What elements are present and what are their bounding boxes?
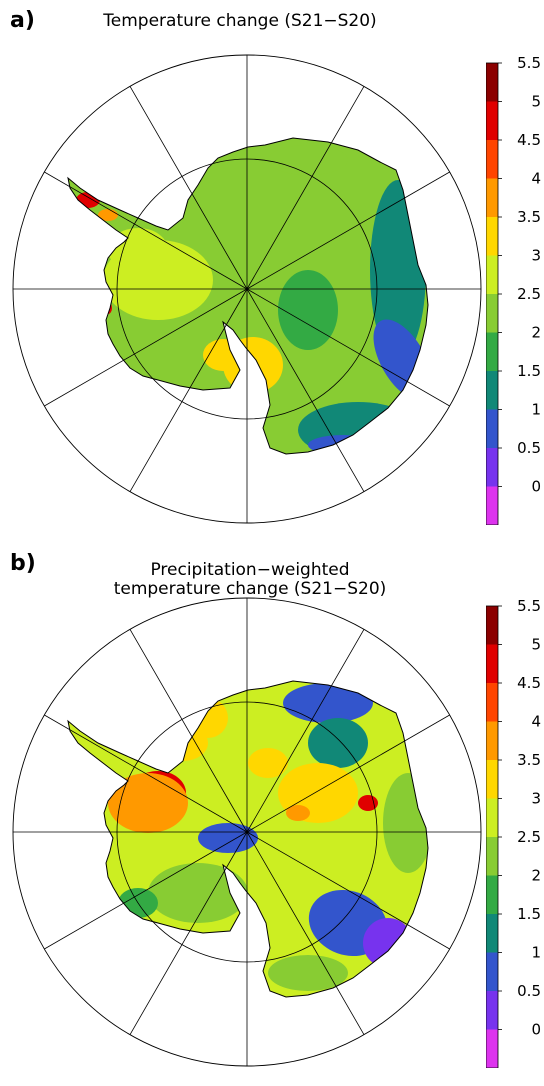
colorbar-tick-label: 4.5	[517, 131, 541, 149]
panel-b: b) Precipitation−weighted temperature ch…	[0, 543, 544, 1083]
field-region	[148, 863, 248, 923]
colorbar-tick-label: 5	[531, 93, 541, 111]
meridian-line	[129, 831, 248, 1035]
field-region	[283, 683, 373, 723]
coastline	[67, 680, 429, 998]
colorbar-tick-label: 3	[531, 790, 541, 808]
colorbar-swatch	[486, 798, 498, 837]
antarctica-map	[12, 54, 482, 524]
colorbar: 5.5 5 4.5 4 3.5 3 2.5 2 1.5 1 0.5 0	[486, 598, 541, 1068]
meridian-line	[44, 831, 248, 950]
colorbar-tick-label: 3.5	[517, 751, 541, 769]
antarctica-map	[12, 597, 482, 1067]
colorbar-swatch	[486, 837, 498, 876]
meridian-line	[246, 288, 365, 492]
colorbar-tick-label: 3	[531, 247, 541, 265]
field-region	[383, 773, 428, 873]
field-region	[286, 805, 310, 821]
temperature-field	[108, 683, 428, 991]
colorbar-swatch	[486, 721, 498, 760]
colorbar-tick-label: 1.5	[517, 905, 541, 923]
colorbar-swatch	[486, 63, 498, 102]
colorbar-tick-label: 0	[531, 1021, 541, 1039]
colorbar-swatch	[486, 1029, 498, 1068]
meridian-line	[129, 86, 248, 290]
colorbar-swatch	[486, 332, 498, 371]
colorbar-swatch	[486, 409, 498, 448]
meridian-line	[246, 831, 365, 1035]
colorbar-swatch	[486, 448, 498, 487]
field-region	[198, 823, 258, 853]
meridian-line	[246, 86, 365, 290]
meridian-line	[44, 171, 248, 290]
colorbar-tick-label: 4.5	[517, 674, 541, 692]
field-region	[308, 435, 378, 454]
antarctica-landmass	[68, 138, 428, 454]
meridian-line	[246, 831, 450, 950]
colorbar-swatch	[486, 255, 498, 294]
colorbar-swatch	[486, 914, 498, 953]
colorbar-tick-label: 0.5	[517, 439, 541, 457]
colorbar-swatch	[486, 991, 498, 1030]
colorbar-swatch	[486, 683, 498, 722]
coastline	[67, 137, 429, 455]
field-region	[108, 228, 168, 272]
field-region	[248, 748, 288, 778]
panel-a: a) Temperature change (S21−S20) 5.5 5 4.5 4…	[0, 0, 544, 540]
colorbar-swatch	[486, 760, 498, 799]
colorbar-tick-label: 2	[531, 324, 541, 342]
panel-title: Temperature change (S21−S20)	[40, 12, 440, 31]
field-region	[363, 918, 413, 968]
colorbar-swatch	[486, 140, 498, 179]
field-region	[268, 145, 348, 175]
colorbar-tick-label: 3.5	[517, 208, 541, 226]
colorbar-tick-label: 4	[531, 713, 541, 731]
colorbar-tick-label: 0.5	[517, 982, 541, 1000]
panel-title-line: temperature change (S21−S20)	[113, 579, 387, 599]
meridian-line	[129, 629, 248, 833]
field-region	[108, 773, 188, 833]
field-region	[268, 955, 348, 991]
meridian-line	[246, 171, 450, 290]
panel-title-line: Temperature change (S21−S20)	[103, 11, 377, 31]
colorbar-tick-label: 0	[531, 478, 541, 496]
colorbar-swatch	[486, 178, 498, 217]
colorbar-swatch	[486, 371, 498, 410]
panel-label: a)	[10, 8, 35, 33]
field-region	[308, 718, 368, 768]
panel-label: b)	[10, 551, 36, 576]
colorbar-tick-label: 1.5	[517, 362, 541, 380]
colorbar-swatch	[486, 952, 498, 991]
colorbar-tick-label: 4	[531, 170, 541, 188]
meridian-line	[246, 629, 365, 833]
colorbar-tick-label: 2.5	[517, 285, 541, 303]
colorbar-swatch	[486, 101, 498, 140]
field-region	[278, 270, 338, 350]
field-region	[188, 698, 228, 738]
panel-title-line: Precipitation−weighted	[150, 560, 350, 580]
colorbar-tick-label: 5.5	[517, 598, 541, 615]
colorbar-swatch	[486, 875, 498, 914]
meridian-line	[246, 288, 450, 407]
colorbar-tick-label: 5	[531, 636, 541, 654]
colorbar-tick-label: 5.5	[517, 55, 541, 72]
colorbar: 5.5 5 4.5 4 3.5 3 2.5 2 1.5 1 0.5 0	[486, 55, 541, 525]
panel-title: Precipitation−weighted temperature chang…	[60, 561, 440, 599]
colorbar-tick-label: 1	[531, 944, 541, 962]
field-region	[98, 209, 118, 221]
colorbar-swatch	[486, 294, 498, 333]
meridian-line	[129, 288, 248, 492]
colorbar-swatch	[486, 217, 498, 256]
colorbar-tick-label: 2	[531, 867, 541, 885]
colorbar-tick-label: 2.5	[517, 828, 541, 846]
colorbar-tick-label: 1	[531, 401, 541, 419]
colorbar-swatch	[486, 486, 498, 525]
colorbar-swatch	[486, 644, 498, 683]
colorbar-swatch	[486, 606, 498, 645]
meridian-line	[246, 714, 450, 833]
meridian-line	[44, 714, 248, 833]
meridian-line	[44, 288, 248, 407]
field-region	[76, 192, 100, 208]
